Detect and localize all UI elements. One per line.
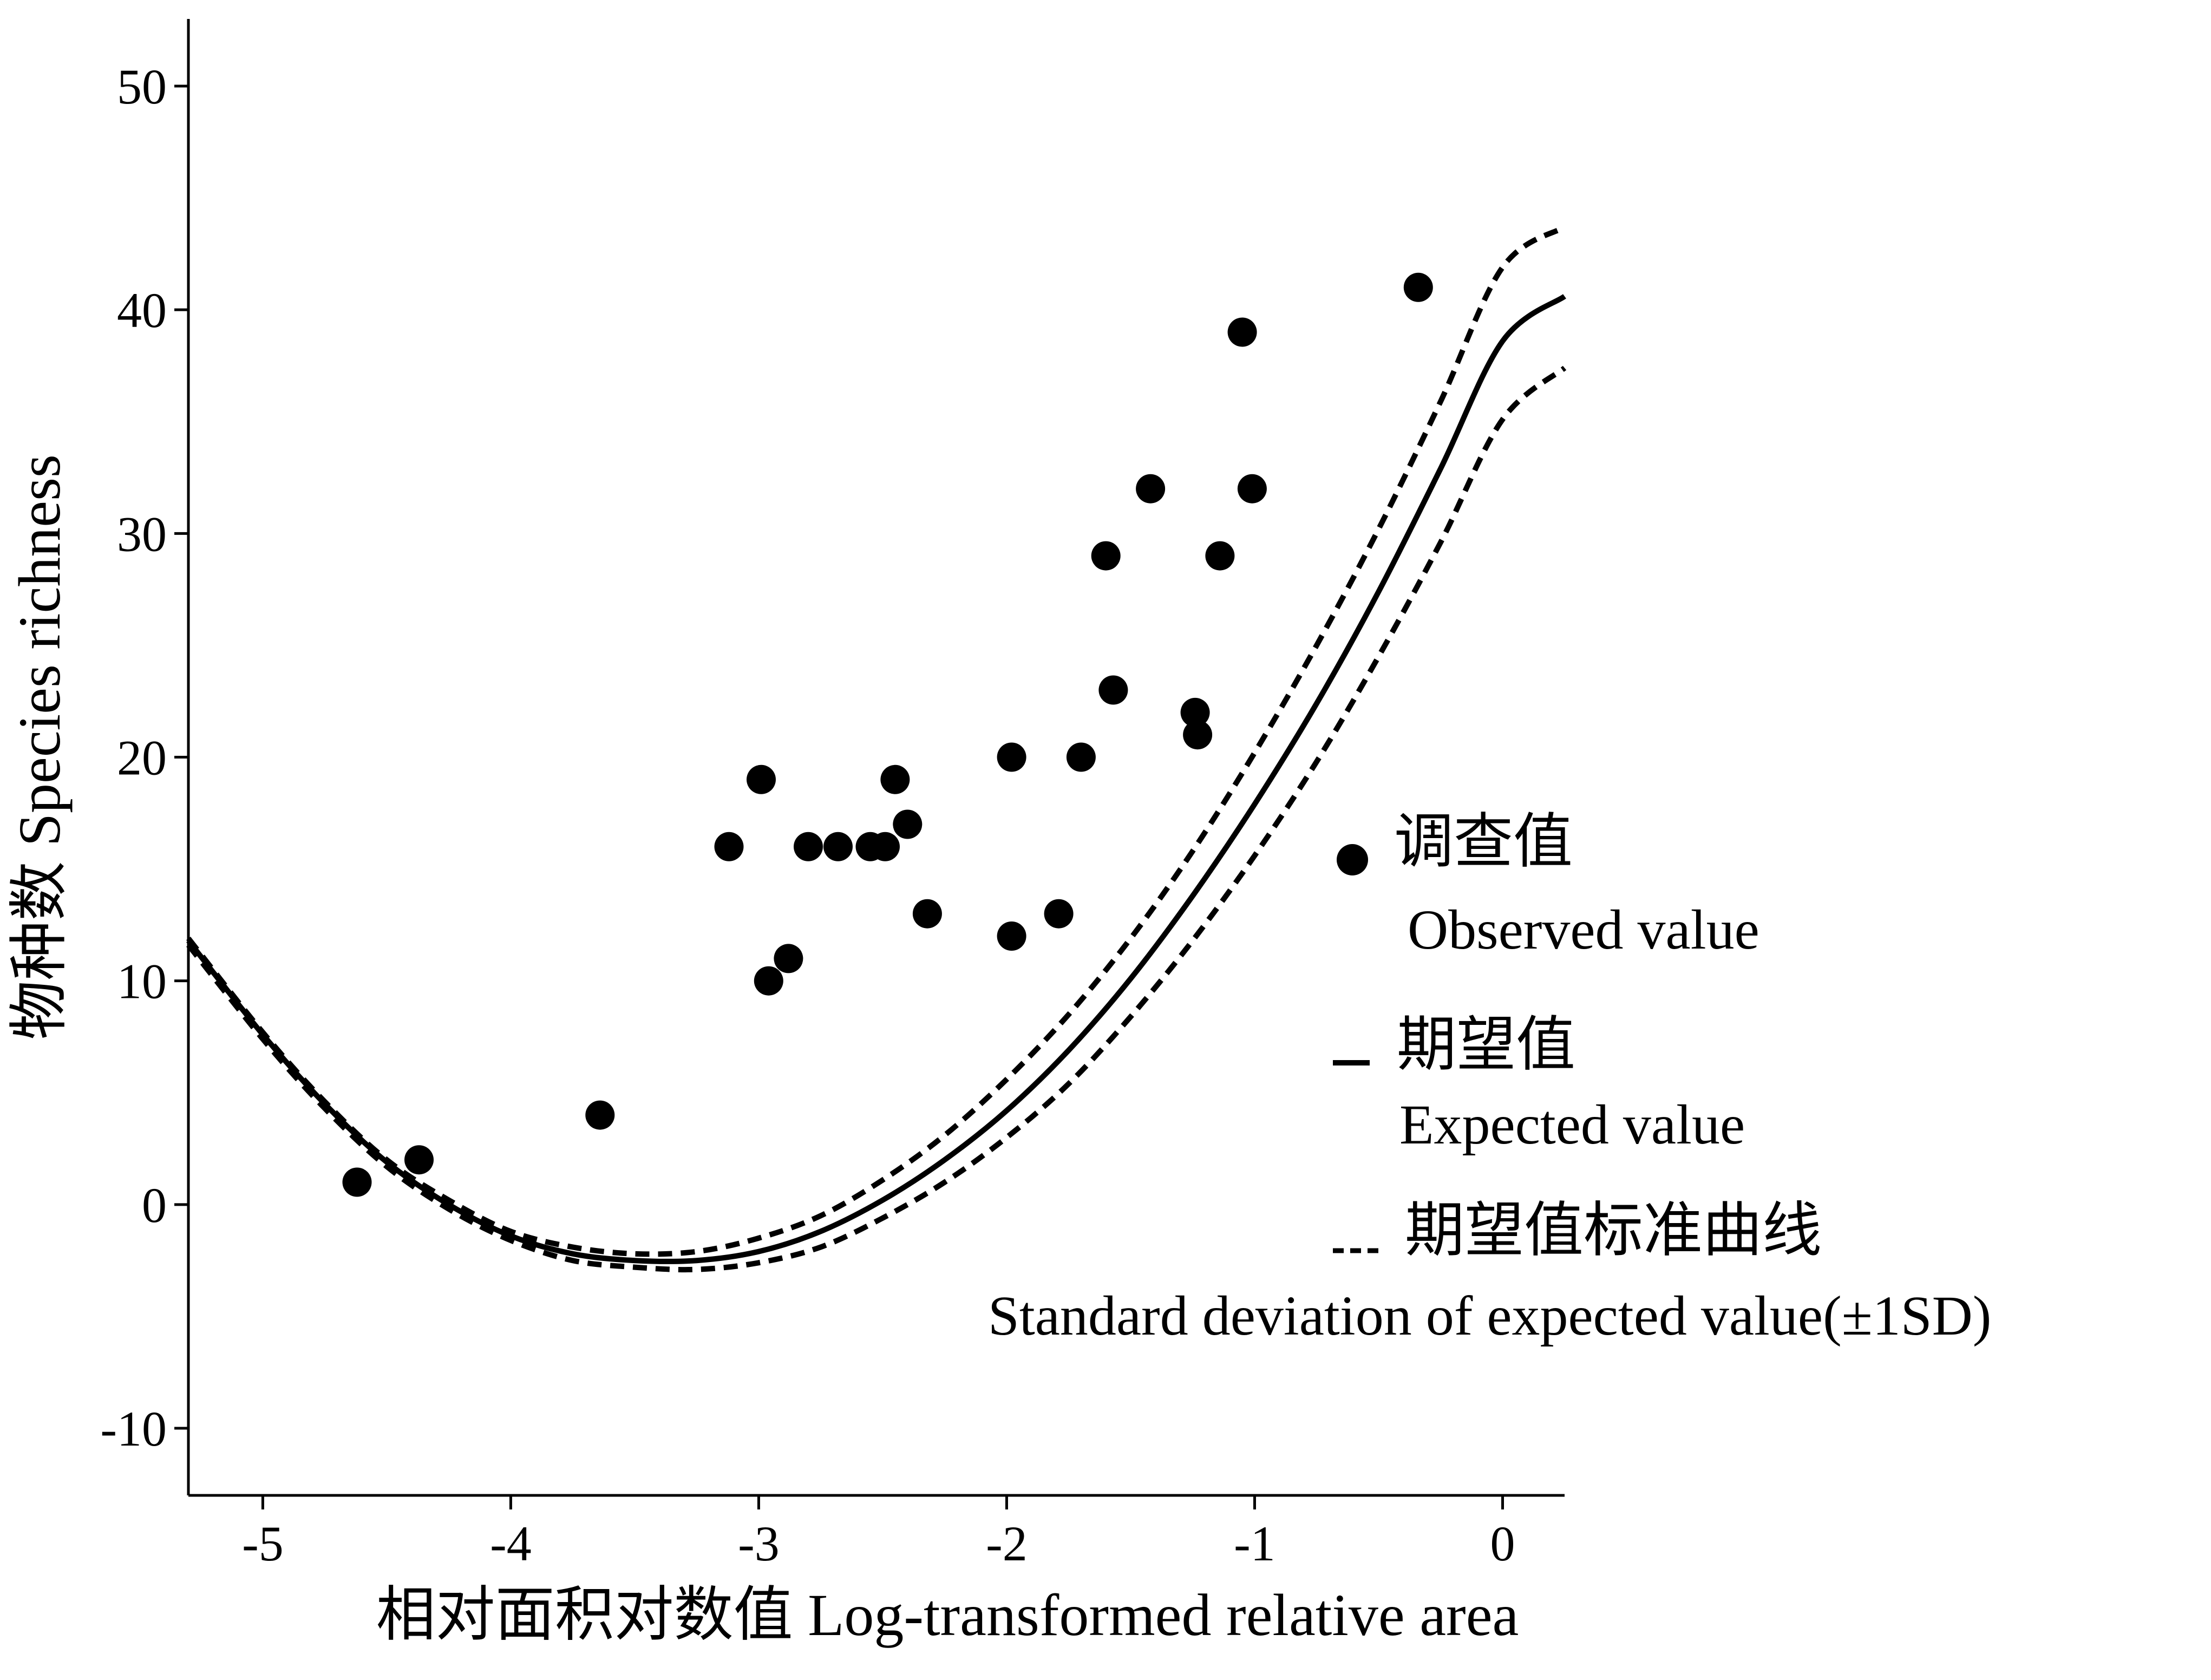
legend-expected-cn: 期望值 bbox=[1397, 1012, 1575, 1078]
observed-point bbox=[1227, 317, 1257, 347]
observed-point bbox=[585, 1100, 615, 1130]
observed-point bbox=[893, 809, 923, 839]
y-tick-label: 40 bbox=[117, 283, 167, 338]
observed-point bbox=[342, 1167, 372, 1197]
x-tick-label: -5 bbox=[242, 1516, 284, 1571]
observed-point bbox=[1098, 675, 1128, 705]
observed-point bbox=[997, 742, 1026, 772]
legend-expected-en: Expected value bbox=[1399, 1094, 1745, 1156]
observed-point bbox=[714, 832, 744, 861]
observed-point bbox=[823, 832, 853, 861]
y-tick-label: -10 bbox=[100, 1401, 167, 1456]
observed-point bbox=[1237, 474, 1267, 504]
sd-lower-line bbox=[186, 365, 1567, 1273]
legend-observed-marker bbox=[1337, 844, 1368, 875]
observed-point bbox=[912, 899, 942, 929]
observed-point bbox=[1136, 474, 1166, 504]
observed-point bbox=[404, 1145, 434, 1175]
x-tick-label: -1 bbox=[1234, 1516, 1275, 1571]
x-axis-title: 相对面积对数值 Log-transformed relative area bbox=[376, 1582, 1519, 1648]
observed-point bbox=[997, 921, 1026, 951]
legend: 调查值 Observed value 期望值 Expected value 期望… bbox=[988, 809, 1991, 1347]
expected-line bbox=[186, 294, 1566, 1264]
sd-upper-line bbox=[186, 224, 1566, 1257]
y-axis-title: 物种数 Species richness bbox=[6, 454, 73, 1040]
observed-point bbox=[1180, 697, 1210, 727]
observed-point bbox=[754, 966, 783, 996]
observed-point bbox=[880, 764, 910, 794]
legend-sd-en: Standard deviation of expected value(±1S… bbox=[988, 1285, 1991, 1347]
y-tick-label: 30 bbox=[117, 506, 167, 561]
observed-point bbox=[774, 944, 803, 973]
x-tick-label: -3 bbox=[738, 1516, 780, 1571]
observed-point bbox=[794, 832, 823, 861]
observed-point bbox=[1183, 720, 1213, 750]
y-tick-label: 20 bbox=[117, 730, 167, 786]
y-tick-label: 0 bbox=[142, 1178, 167, 1233]
legend-observed-cn: 调查值 bbox=[1394, 809, 1573, 875]
observed-point bbox=[1044, 899, 1074, 929]
x-tick-label: -2 bbox=[986, 1516, 1028, 1571]
observed-point bbox=[1205, 541, 1235, 571]
curves bbox=[186, 224, 1567, 1273]
legend-sd-cn: 期望值标准曲线 bbox=[1405, 1198, 1822, 1264]
observed-point bbox=[1066, 742, 1096, 772]
observed-points bbox=[342, 272, 1433, 1197]
y-tick-label: 10 bbox=[117, 954, 167, 1009]
observed-point bbox=[871, 832, 900, 861]
observed-point bbox=[747, 764, 776, 794]
legend-observed-en: Observed value bbox=[1408, 899, 1759, 961]
x-tick-label: -4 bbox=[490, 1516, 532, 1571]
observed-point bbox=[1091, 541, 1121, 571]
axes bbox=[174, 19, 1565, 1509]
x-tick-label: 0 bbox=[1490, 1516, 1515, 1571]
observed-point bbox=[1403, 272, 1433, 302]
y-tick-label: 50 bbox=[117, 59, 167, 114]
